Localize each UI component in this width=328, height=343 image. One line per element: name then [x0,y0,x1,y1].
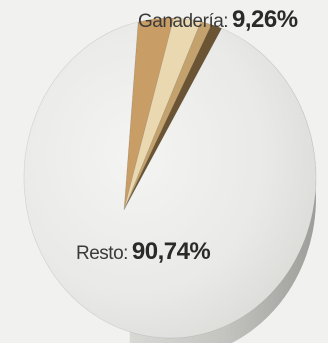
resto-label-name: Resto: [76,243,128,264]
pie-slice-resto [23,21,317,339]
resto-label-value: 90,74% [131,238,211,265]
pie-slice-ganaderia-2 [123,17,202,211]
pie-top-face [23,17,317,339]
resto-label: Resto: 90,74% [76,238,211,265]
ganaderia-label-value: 9,26% [232,6,298,33]
ganaderia-label: Ganadería: 9,26% [138,8,298,32]
pie-slice-ganaderia-1 [123,17,175,211]
pie-slice-ganaderia-4 [123,24,223,211]
ganaderia-label-name: Ganadería: [138,11,229,32]
pie-slice-ganaderia-3 [123,21,213,211]
